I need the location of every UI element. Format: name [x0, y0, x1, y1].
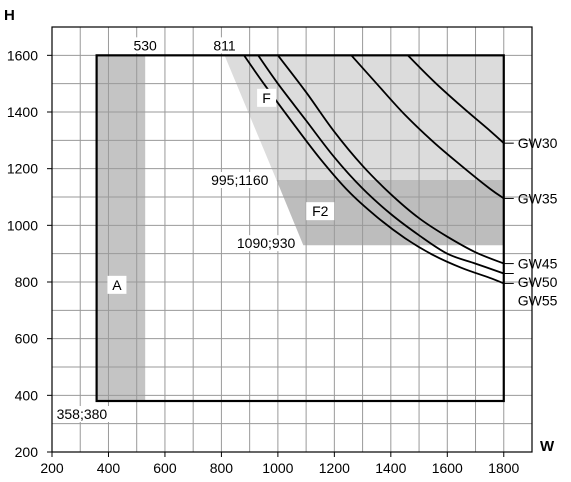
region-f — [224, 55, 504, 180]
ticks: 200 400 600 800 1000 1200 1400 1600 1800 200 400 60… — [7, 47, 520, 476]
y-tick-label: 400 — [15, 387, 39, 403]
y-axis-title: H — [4, 7, 15, 24]
region-labels: A F F2 — [107, 88, 335, 294]
annotation-box — [54, 406, 117, 422]
x-tick-label: 1600 — [432, 460, 463, 476]
y-tick-label: 1000 — [7, 217, 38, 233]
annotation-label: 811 — [213, 37, 236, 53]
regions — [96, 55, 504, 402]
series-label-gw30: GW30 — [518, 135, 558, 151]
y-tick-label: 200 — [15, 444, 39, 460]
region-label-box — [107, 275, 127, 294]
plot-border — [51, 26, 533, 453]
region-label-box — [257, 88, 277, 107]
annotation-label: 358;380 — [57, 406, 108, 422]
x-tick-label: 1000 — [262, 460, 293, 476]
annotation-box — [225, 235, 296, 252]
y-tick-label: 800 — [15, 274, 39, 290]
series-labels: GW30 GW35 GW45 GW50 GW55 — [503, 135, 558, 308]
region-label-f2: F2 — [312, 203, 329, 219]
series-label-gw55: GW55 — [518, 292, 558, 308]
series-line-gw50 — [257, 54, 505, 275]
x-axis-title: W — [540, 438, 555, 455]
y-tick-label: 1600 — [7, 47, 38, 63]
region-label-a: A — [112, 277, 122, 293]
series-label-gw35: GW35 — [518, 190, 558, 206]
region-a — [96, 55, 146, 402]
x-tick-label: 1200 — [319, 460, 350, 476]
annotation-box — [198, 172, 269, 188]
annotation-box — [130, 37, 160, 54]
series-label-gw45: GW45 — [518, 256, 558, 272]
annotation-label: 530 — [133, 37, 157, 53]
annotation-label: 1090;930 — [237, 235, 296, 251]
x-tick-label: 400 — [97, 460, 121, 476]
envelope-frame — [95, 54, 505, 403]
series-line-gw55 — [243, 54, 505, 285]
y-tick-label: 1400 — [7, 104, 38, 120]
region-label-box — [306, 202, 335, 221]
y-tick-label: 1200 — [7, 161, 38, 177]
x-tick-label: 200 — [40, 460, 64, 476]
region-label-f: F — [262, 90, 271, 106]
x-tick-label: 800 — [210, 460, 234, 476]
y-tick-label: 600 — [15, 331, 39, 347]
annotations: 530 811 995;1160 1090;930 358;380 — [54, 37, 296, 422]
x-tick-label: 1400 — [375, 460, 406, 476]
series-line-gw30 — [407, 54, 505, 144]
series-line-gw35 — [350, 54, 505, 200]
x-tick-label: 600 — [153, 460, 177, 476]
x-tick-label: 1800 — [488, 460, 519, 476]
annotation-label: 995;1160 — [211, 172, 269, 188]
annotation-box — [210, 37, 239, 54]
series-line-gw45 — [277, 54, 505, 265]
series — [243, 54, 505, 285]
series-label-gw50: GW50 — [518, 274, 558, 290]
